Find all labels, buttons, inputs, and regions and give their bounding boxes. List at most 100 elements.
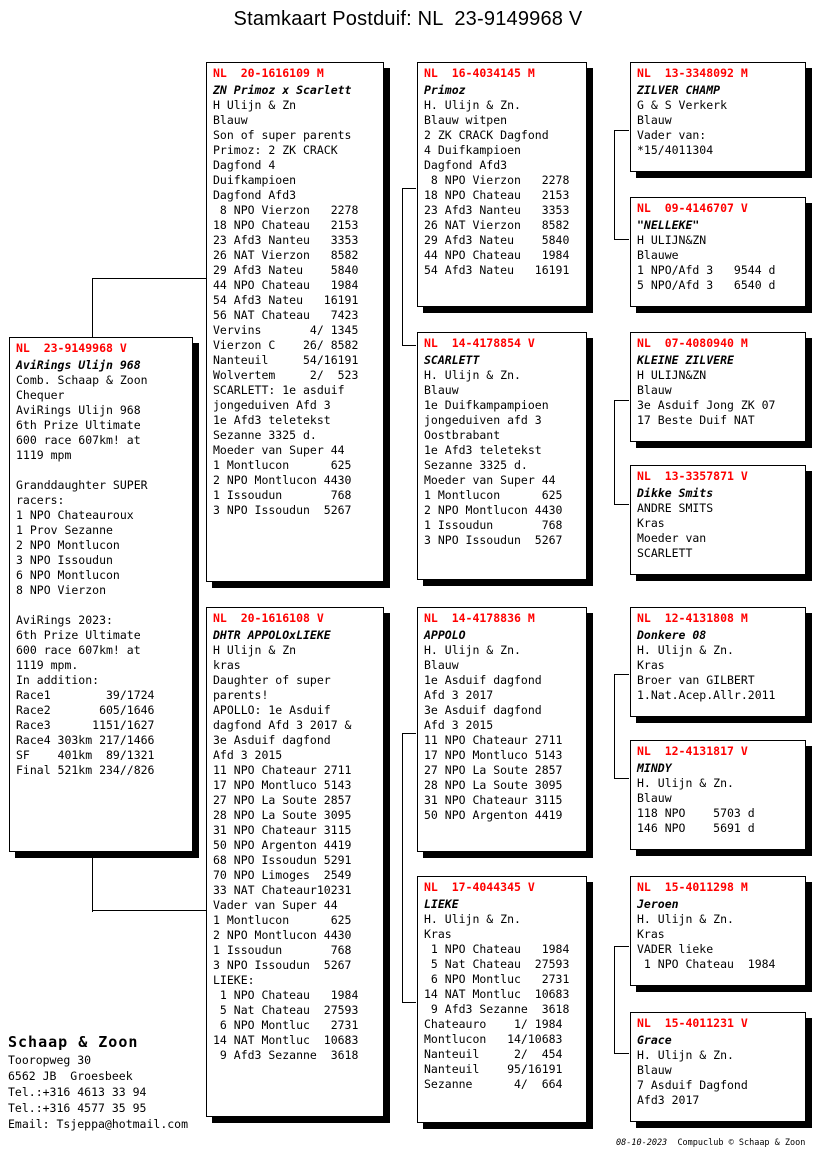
detail-line: Son of super parents [213,128,352,142]
mother-box[interactable]: NL 20-1616108 V DHTR APPOLOxLIEKE H Ulij… [206,607,384,1117]
great-grandparent-detail-lines: H. Ulijn & Zn. Kras VADER lieke 1 NPO Chat… [637,912,800,972]
breeder-name: Schaap & Zoon [8,1033,139,1051]
detail-line: 2 NPO Montlucon 4430 [213,473,352,487]
detail-line: Blauw [424,383,459,397]
detail-line: 17 NPO Montluco 5143 [213,778,352,792]
grandparent-detail-lines: H. Ulijn & Zn. Blauw witpen 2 ZK CRACK Dag… [424,98,581,278]
detail-line: 1.Nat.Acep.Allr.2011 [637,688,776,702]
detail-line: Race4 303km 217/1466 [16,733,155,747]
detail-line: 118 NPO 5703 d [637,806,755,820]
detail-line: Granddaughter SUPER [16,478,148,492]
detail-line: 9 Afd3 Sezanne 3618 [424,1002,570,1016]
detail-line: 1 NPO/Afd 3 9544 d [637,263,776,277]
detail-line: 11 NPO Chateaur 2711 [213,763,352,777]
detail-line: 14 NAT Montluc 10683 [213,1033,359,1047]
detail-line: 8 NPO Vierzon [16,583,107,597]
grandparent-ring-number: NL 17-4044345 V [424,880,535,894]
detail-line: Blauw [424,658,459,672]
detail-line: SCARLETT: 1e asduif [213,383,345,397]
detail-line: Nanteuil 95/16191 [424,1062,563,1076]
great-grandparent-box-4[interactable]: NL 13-3357871 V Dikke Smits ANDRE SMITS K… [630,465,806,575]
great-grandparent-box-5[interactable]: NL 12-4131808 M Donkere 08 H. Ulijn & Zn… [630,607,806,717]
detail-line: 146 NPO 5691 d [637,821,755,835]
great-grandparent-box-2[interactable]: NL 09-4146707 V "NELLEKE" H ULIJN&ZN Blau… [630,197,806,307]
detail-line: 2 ZK CRACK Dagfond [424,128,549,142]
mother-ring-number: NL 20-1616108 V [213,611,324,625]
detail-line: 6th Prize Ultimate [16,628,141,642]
detail-line: Dagfond Afd3 [213,188,297,202]
great-grandparent-ring-number: NL 07-4080940 M [637,336,748,350]
detail-line: Blauw [637,113,672,127]
detail-line: 1e Afd3 teletekst [213,413,331,427]
detail-line: Tel.:+316 4613 33 94 [8,1085,147,1099]
detail-line: 17 NPO Montluco 5143 [424,748,563,762]
detail-line: 31 NPO Chateaur 3115 [424,793,563,807]
detail-line: 7 Asduif Dagfond [637,1078,748,1092]
detail-line: Moeder van Super 44 [424,473,556,487]
grandparent-box-maternal-grandmother[interactable]: NL 17-4044345 V LIEKE H. Ulijn & Zn. Kras… [417,876,587,1123]
detail-line: 18 NPO Chateau 2153 [424,188,570,202]
great-grandparent-detail-lines: H ULIJN&ZN Blauw 3e Asduif Jong ZK 07 17 Be… [637,368,800,428]
detail-line: H Ulijn & Zn [213,643,297,657]
detail-line: H. Ulijn & Zn. [424,98,521,112]
detail-line: Race1 39/1724 [16,688,155,702]
detail-line: AviRings 2023: [16,613,113,627]
detail-line: Kras [424,927,452,941]
connector-father-gp2 [402,345,416,347]
connector-mother-gp3 [402,733,416,735]
detail-line: 23 Afd3 Nanteu 3353 [424,203,570,217]
detail-line: 54 Afd3 Nateu 16191 [424,263,570,277]
detail-line: 2 NPO Montlucon [16,538,120,552]
detail-line: AviRings Ulijn 968 [16,403,141,417]
grandparent-box-paternal-grandfather[interactable]: NL 16-4034145 M Primoz H. Ulijn & Zn. Bla… [417,62,587,307]
detail-line: 9 Afd3 Sezanne 3618 [213,1048,359,1062]
subject-box[interactable]: NL 23-9149968 V AviRings Ulijn 968 Comb.… [9,337,193,852]
connector-father-gp-vertical [402,188,404,346]
detail-line: LIEKE: [213,973,255,987]
detail-line: dagfond Afd 3 2017 & [213,718,352,732]
detail-line: Blauw [213,113,248,127]
great-grandparent-detail-lines: H. Ulijn & Zn. Kras Broer van GILBERT 1.Nat… [637,643,800,703]
great-grandparent-box-6[interactable]: NL 12-4131817 V MINDY H. Ulijn & Zn. Blau… [630,740,806,850]
great-grandparent-pigeon-name: Jeroen [637,897,679,911]
detail-line: 44 NPO Chateau 1984 [213,278,359,292]
detail-line: 1 Montlucon 625 [424,488,563,502]
subject-pigeon-name: AviRings Ulijn 968 [16,358,141,372]
detail-line: In addition: [16,673,100,687]
father-box[interactable]: NL 20-1616109 M ZN Primoz x Scarlett H U… [206,62,384,582]
great-grandparent-pigeon-name: Donkere 08 [637,628,707,642]
detail-line: Final 521km 234//826 [16,763,155,777]
subject-detail-lines: Comb. Schaap & Zoon Chequer AviRings Ulijn… [16,373,187,778]
detail-line: 1 NPO Chateau 1984 [424,942,570,956]
detail-line: 5 Nat Chateau 27593 [213,1003,359,1017]
great-grandparent-box-3[interactable]: NL 07-4080940 M KLEINE ZILVERE H ULIJN&Z… [630,332,806,442]
great-grandparent-box-8[interactable]: NL 15-4011231 V Grace H. Ulijn & Zn. Blau… [630,1012,806,1122]
great-grandparent-box-1[interactable]: NL 13-3348092 M ZILVER CHAMP G & S Verke… [630,62,806,172]
great-grandparent-ring-number: NL 15-4011298 M [637,880,748,894]
detail-line: 1 Issoudun 768 [424,518,563,532]
great-grandparent-ring-number: NL 13-3348092 M [637,66,748,80]
detail-line: 600 race 607km! at [16,433,141,447]
detail-line: 3e Asduif Jong ZK 07 [637,398,776,412]
grandparent-box-paternal-grandmother[interactable]: NL 14-4178854 V SCARLETT H. Ulijn & Zn. B… [417,332,587,580]
detail-line: 4 Duifkampioen [424,143,521,157]
detail-line: Sezanne 3325 d. [424,458,528,472]
detail-line: 14 NAT Montluc 10683 [424,987,570,1001]
detail-line: SF 401km 89/1321 [16,748,155,762]
detail-line [16,463,187,478]
detail-line: 2 NPO Montlucon 4430 [424,503,563,517]
detail-line: 6 NPO Montlucon [16,568,120,582]
detail-line: 1 NPO Chateau 1984 [637,957,776,971]
grandparent-pigeon-name: LIEKE [424,897,459,911]
connector-gp4-ggp7 [614,946,629,948]
detail-line: 1 Montlucon 625 [213,913,352,927]
detail-line: Vierzon C 26/ 8582 [213,338,359,352]
great-grandparent-box-7[interactable]: NL 15-4011298 M Jeroen H. Ulijn & Zn. Kra… [630,876,806,986]
grandparent-box-maternal-grandfather[interactable]: NL 14-4178836 M APPOLO H. Ulijn & Zn. Bla… [417,607,587,852]
detail-line: Moeder van [637,531,707,545]
detail-line: 3 NPO Issoudun [16,553,113,567]
mother-pigeon-name: DHTR APPOLOxLIEKE [213,628,331,642]
grandparent-detail-lines: H. Ulijn & Zn. Kras 1 NPO Chateau 1984 5 … [424,912,581,1092]
great-grandparent-detail-lines: H. Ulijn & Zn. Blauw 7 Asduif Dagfond Afd3 … [637,1048,800,1108]
connector-subject-father-vertical [92,278,94,338]
